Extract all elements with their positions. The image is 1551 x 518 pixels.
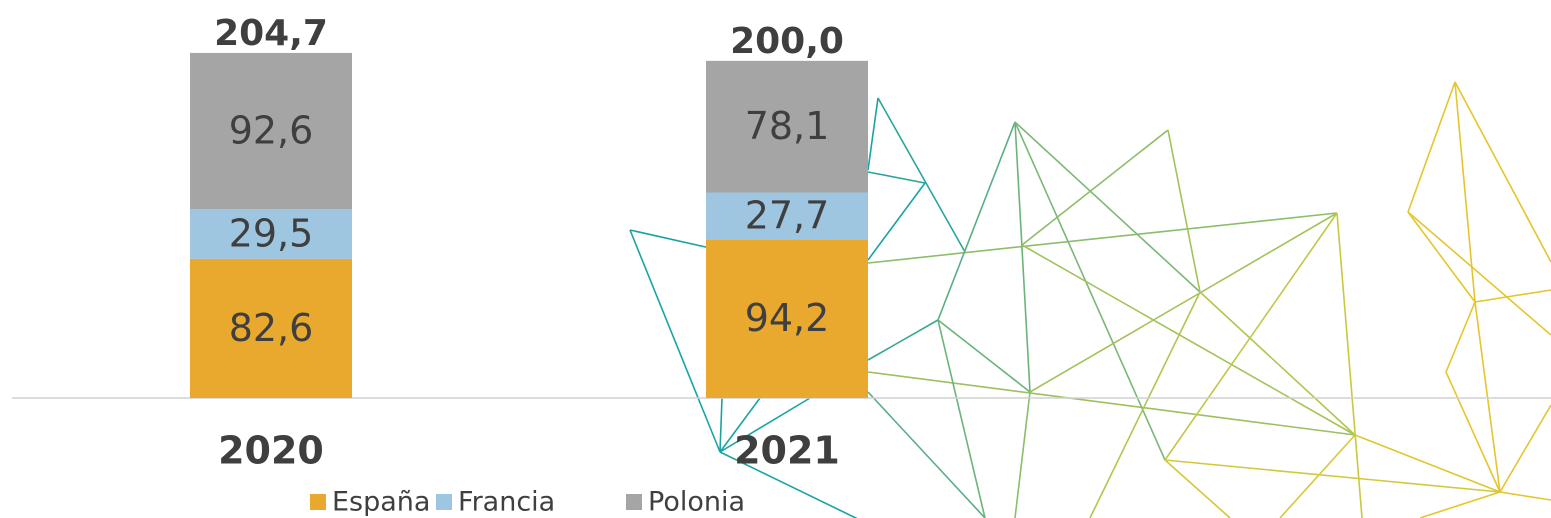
data-label: 94,2 [745, 296, 830, 340]
chart: 82,6 29,5 92,6 204,7 2020 94,2 27,7 78,1 200,0 20… [0, 0, 1551, 518]
total-label: 204,7 [214, 13, 328, 54]
data-label: 27,7 [745, 193, 830, 237]
data-label: 29,5 [229, 211, 314, 255]
data-label: 92,6 [229, 108, 314, 152]
legend-label: Polonia [648, 487, 745, 518]
legend-swatch [436, 494, 452, 510]
total-label: 200,0 [730, 21, 844, 62]
data-label: 78,1 [745, 104, 830, 148]
page: {"chart_data": {"type": "stacked-bar", "… [0, 0, 1551, 518]
legend-label: Francia [458, 487, 555, 518]
legend-swatch [626, 494, 642, 510]
x-tick-label: 2020 [218, 429, 324, 473]
data-label: 82,6 [229, 306, 314, 350]
x-tick-label: 2021 [734, 429, 840, 473]
legend-swatch [310, 494, 326, 510]
legend-label: España [332, 487, 430, 518]
